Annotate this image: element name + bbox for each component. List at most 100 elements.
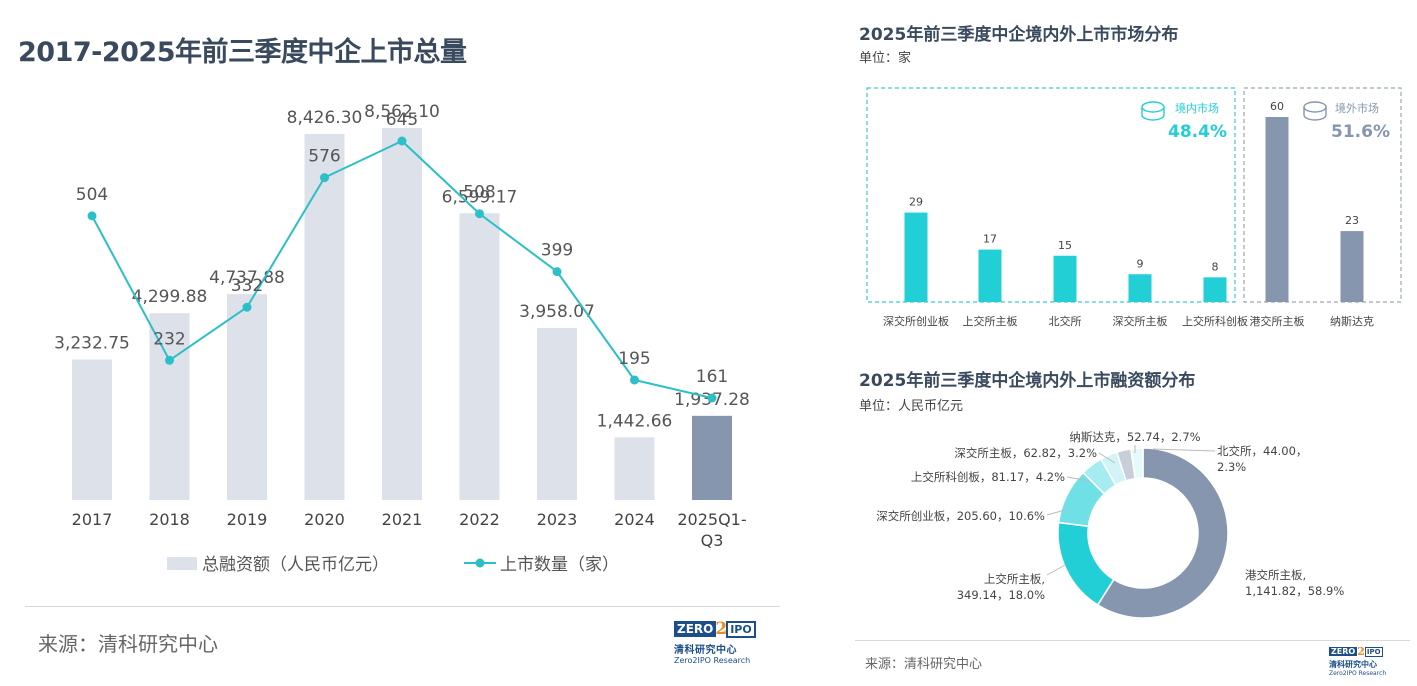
financing-bar-label: 1,442.66 bbox=[597, 411, 673, 431]
ipo-count-label: 161 bbox=[696, 367, 728, 387]
x-tick-label: 2020 bbox=[304, 510, 345, 529]
donut-slice-label: 349.14，18.0% bbox=[957, 588, 1045, 602]
left-divider bbox=[25, 606, 780, 607]
logo-zero: ZERO bbox=[1329, 647, 1358, 656]
market-chart-unit: 单位：家 bbox=[859, 51, 912, 66]
logo-ipo: IPO bbox=[726, 620, 756, 638]
x-tick-label: 2022 bbox=[459, 510, 500, 529]
logo-two: 2 bbox=[1357, 645, 1365, 658]
group-share-label: 51.6% bbox=[1331, 122, 1390, 142]
ipo-count-point bbox=[475, 209, 484, 219]
donut-slice-label: 1,141.82，58.9% bbox=[1245, 584, 1344, 598]
market-bar-label: 15 bbox=[1058, 239, 1072, 252]
market-bar bbox=[1265, 117, 1289, 302]
market-bar bbox=[1203, 277, 1227, 302]
ipo-count-label: 399 bbox=[541, 241, 573, 261]
donut-leader-line bbox=[1098, 452, 1116, 464]
logo-en: Zero2IPO Research bbox=[674, 656, 751, 665]
financing-bar bbox=[537, 328, 577, 500]
x-tick-label: 2017 bbox=[72, 510, 113, 529]
logo-cn: 清科研究中心 bbox=[1329, 660, 1377, 669]
ipo-count-label: 504 bbox=[76, 185, 108, 205]
ipo-count-label: 645 bbox=[386, 110, 418, 130]
logo-ipo: IPO bbox=[1364, 646, 1383, 657]
coin-stack-icon bbox=[1141, 101, 1165, 113]
donut-slice-label: 上交所科创板，81.17，4.2% bbox=[911, 470, 1065, 484]
financing-bar-label: 4,737.88 bbox=[209, 268, 285, 288]
left-panel: 2017-2025年前三季度中企上市总量 3,232.75 2017 4,299.8… bbox=[18, 37, 780, 665]
market-bar bbox=[1340, 231, 1364, 302]
ipo-count-point bbox=[320, 173, 329, 183]
donut-slice-label: 北交所，44.00， bbox=[1217, 444, 1307, 458]
market-chart: 29 深交所创业板 17 上交所主板 15 北交所 9 深交所主板 8 上交所科创板 60 港交所主板… bbox=[866, 87, 1402, 328]
logo-en: Zero2IPO Research bbox=[1329, 670, 1387, 677]
market-bar-label: 60 bbox=[1270, 100, 1284, 113]
right-source: 来源：清科研究中心 bbox=[865, 657, 983, 672]
financing-bar bbox=[382, 128, 422, 500]
ipo-count-point bbox=[397, 136, 407, 146]
coin-stack-icon bbox=[1141, 107, 1165, 121]
ipo-count-point bbox=[707, 393, 717, 403]
market-x-tick-label: 北交所 bbox=[1049, 314, 1082, 328]
main-chart-title: 2017-2025年前三季度中企上市总量 bbox=[18, 37, 467, 68]
main-chart: 3,232.75 2017 4,299.88 2018 4,737.88 2019 8,42… bbox=[54, 102, 750, 575]
market-x-tick-label: 深交所主板 bbox=[1113, 314, 1168, 328]
group-name-label: 境外市场 bbox=[1335, 101, 1379, 115]
x-tick-label: 2018 bbox=[149, 510, 190, 529]
left-source: 来源：清科研究中心 bbox=[38, 632, 218, 656]
donut-slice bbox=[1096, 447, 1229, 619]
x-tick-label: 2025Q1- bbox=[677, 510, 746, 529]
logo-two: 2 bbox=[715, 619, 728, 639]
domestic-group-box bbox=[866, 87, 1236, 303]
financing-bar bbox=[227, 294, 267, 500]
market-bar-label: 8 bbox=[1212, 260, 1219, 273]
ipo-count-label: 232 bbox=[153, 329, 185, 349]
logo-zero: ZERO bbox=[674, 621, 717, 637]
ipo-count-label: 195 bbox=[618, 349, 650, 369]
financing-bar bbox=[304, 133, 345, 500]
right-divider bbox=[855, 640, 1410, 641]
x-tick-label: 2024 bbox=[614, 510, 655, 529]
group-share-label: 48.4% bbox=[1168, 122, 1227, 142]
market-bar bbox=[978, 249, 1002, 302]
market-x-tick-label: 纳斯达克 bbox=[1330, 315, 1374, 328]
ipo-count-label: 332 bbox=[231, 276, 263, 296]
market-chart-title: 2025年前三季度中企境内外上市市场分布 bbox=[859, 25, 1179, 45]
donut-leader-line bbox=[1046, 509, 1066, 516]
group-name-label: 境内市场 bbox=[1175, 101, 1219, 115]
market-x-tick-label: 上交所科创板 bbox=[1182, 314, 1248, 328]
x-tick-label: 2021 bbox=[382, 510, 423, 529]
market-bar-label: 9 bbox=[1137, 257, 1144, 270]
left-logo: ZERO 2 IPO 清科研究中心 Zero2IPO Research bbox=[674, 619, 756, 665]
financing-bar-label: 6,599.17 bbox=[442, 187, 518, 207]
legend-line-label: 上市数量（家） bbox=[500, 555, 619, 575]
ipo-count-point bbox=[552, 267, 562, 277]
right-panel: 2025年前三季度中企境内外上市市场分布 单位：家 29 深交所创业板 17 上交所主… bbox=[835, 0, 1417, 686]
legend-bar-swatch bbox=[167, 557, 197, 570]
right-logo: ZERO 2 IPO 清科研究中心 Zero2IPO Research bbox=[1329, 645, 1386, 677]
financing-bar-label: 8,562.10 bbox=[364, 102, 440, 122]
ipo-count-label: 576 bbox=[308, 147, 340, 167]
ipo-count-label: 508 bbox=[463, 183, 495, 203]
financing-bar bbox=[614, 437, 655, 500]
market-x-tick-label: 深交所创业板 bbox=[883, 314, 949, 328]
financing-bar bbox=[459, 213, 500, 500]
ipo-count-point bbox=[242, 302, 252, 312]
donut-leader-line bbox=[1046, 564, 1066, 576]
donut-slice-label: 纳斯达克，52.74，2.7% bbox=[1069, 430, 1200, 444]
legend-bar-label: 总融资额（人民币亿元） bbox=[202, 555, 389, 575]
x-tick-label: 2019 bbox=[227, 510, 268, 529]
market-bar-label: 23 bbox=[1345, 214, 1359, 227]
market-x-tick-label: 港交所主板 bbox=[1250, 314, 1305, 328]
financing-chart-title: 2025年前三季度中企境内外上市融资额分布 bbox=[859, 371, 1196, 391]
financing-bar-label: 4,299.88 bbox=[132, 287, 208, 307]
financing-bar bbox=[149, 313, 190, 500]
donut-slice-label: 深交所创业板，205.60，10.6% bbox=[876, 509, 1045, 523]
x-tick-label: Q3 bbox=[701, 531, 724, 550]
market-bar bbox=[904, 212, 928, 302]
donut-slice bbox=[1057, 521, 1115, 606]
legend-line-marker bbox=[475, 558, 485, 568]
financing-bar-label: 3,958.07 bbox=[519, 302, 595, 322]
ipo-count-point bbox=[165, 355, 174, 365]
donut-leader-line bbox=[1066, 476, 1091, 482]
